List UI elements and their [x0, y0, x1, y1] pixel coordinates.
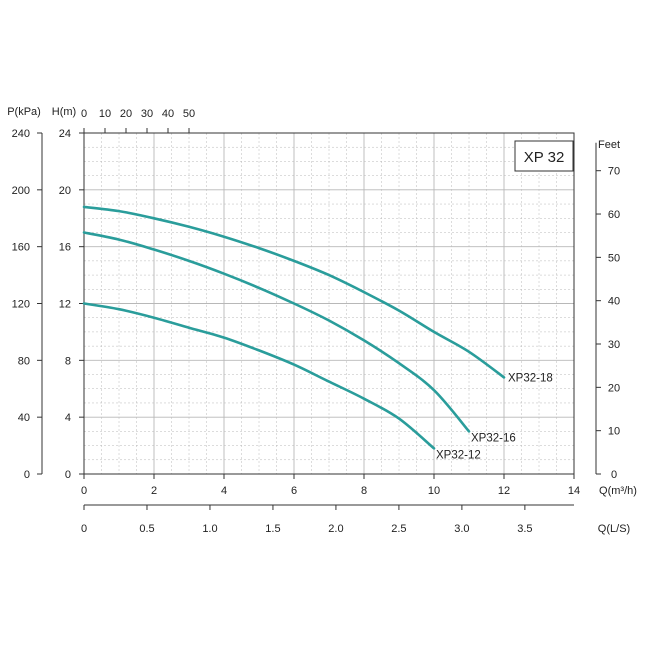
q-tick-label: 8	[361, 485, 367, 497]
q-tick-label: 2	[151, 485, 157, 497]
feet-tick-label: 10	[608, 426, 620, 438]
top-tick-label: 40	[162, 108, 174, 120]
qls-tick-label: 1.0	[202, 523, 217, 535]
qls-axis-title: Q(L/S)	[598, 523, 630, 535]
qls-tick-label: 2.5	[391, 523, 406, 535]
model-legend: XP 32	[514, 140, 574, 172]
qls-tick-label: 2.0	[328, 523, 343, 535]
q-tick-label: 14	[568, 485, 580, 497]
series-label-xp32-18: XP32-18	[508, 372, 553, 384]
h-tick-label: 20	[59, 185, 71, 197]
p-tick-label: 0	[24, 469, 30, 481]
feet-tick-label: 60	[608, 209, 620, 221]
h-tick-label: 16	[59, 242, 71, 254]
feet-tick-label: 40	[608, 296, 620, 308]
h-axis-title: H(m)	[52, 106, 76, 118]
series-curve-xp32-16	[82, 231, 471, 433]
q-tick-label: 4	[221, 485, 227, 497]
p-tick-label: 160	[12, 242, 30, 254]
series-curves	[82, 205, 506, 450]
q-tick-label: 6	[291, 485, 297, 497]
p-axis-title: P(kPa)	[7, 106, 41, 118]
qls-tick-label: 0.5	[139, 523, 154, 535]
series-label-xp32-16: XP32-16	[471, 432, 516, 444]
p-tick-label: 120	[12, 299, 30, 311]
qls-tick-label: 3.5	[517, 523, 532, 535]
qls-tick-label: 0	[81, 523, 87, 535]
top-tick-label: 10	[99, 108, 111, 120]
legend-text: XP 32	[524, 149, 565, 166]
tick-labels: 04812162024H(m)04080120160200240P(kPa)01…	[7, 106, 637, 535]
top-tick-label: 30	[141, 108, 153, 120]
h-tick-label: 8	[65, 355, 71, 367]
p-tick-label: 80	[18, 355, 30, 367]
p-tick-label: 40	[18, 412, 30, 424]
h-tick-label: 12	[59, 299, 71, 311]
qls-tick-label: 3.0	[454, 523, 469, 535]
legend-box	[514, 140, 574, 172]
qls-tick-label: 1.5	[265, 523, 280, 535]
feet-tick-label: 50	[608, 252, 620, 264]
series-label-xp32-12: XP32-12	[436, 449, 481, 461]
feet-axis-title: Feet	[598, 139, 620, 151]
top-tick-label: 0	[81, 108, 87, 120]
q-tick-label: 0	[81, 485, 87, 497]
h-tick-label: 24	[59, 128, 71, 140]
p-tick-label: 200	[12, 185, 30, 197]
top-tick-label: 50	[183, 108, 195, 120]
q-axis-title: Q(m³/h)	[599, 485, 637, 497]
h-tick-label: 0	[65, 469, 71, 481]
axes	[37, 128, 601, 510]
feet-tick-label: 20	[608, 382, 620, 394]
q-tick-label: 12	[498, 485, 510, 497]
feet-tick-label: 70	[608, 166, 620, 178]
feet-tick-label: 30	[608, 339, 620, 351]
h-tick-label: 4	[65, 412, 71, 424]
grid	[83, 132, 575, 475]
feet-tick-label: 0	[611, 469, 617, 481]
p-tick-label: 240	[12, 128, 30, 140]
top-tick-label: 20	[120, 108, 132, 120]
series-curve-xp32-12	[82, 302, 436, 450]
q-tick-label: 10	[428, 485, 440, 497]
series-curve-xp32-18	[82, 205, 506, 379]
